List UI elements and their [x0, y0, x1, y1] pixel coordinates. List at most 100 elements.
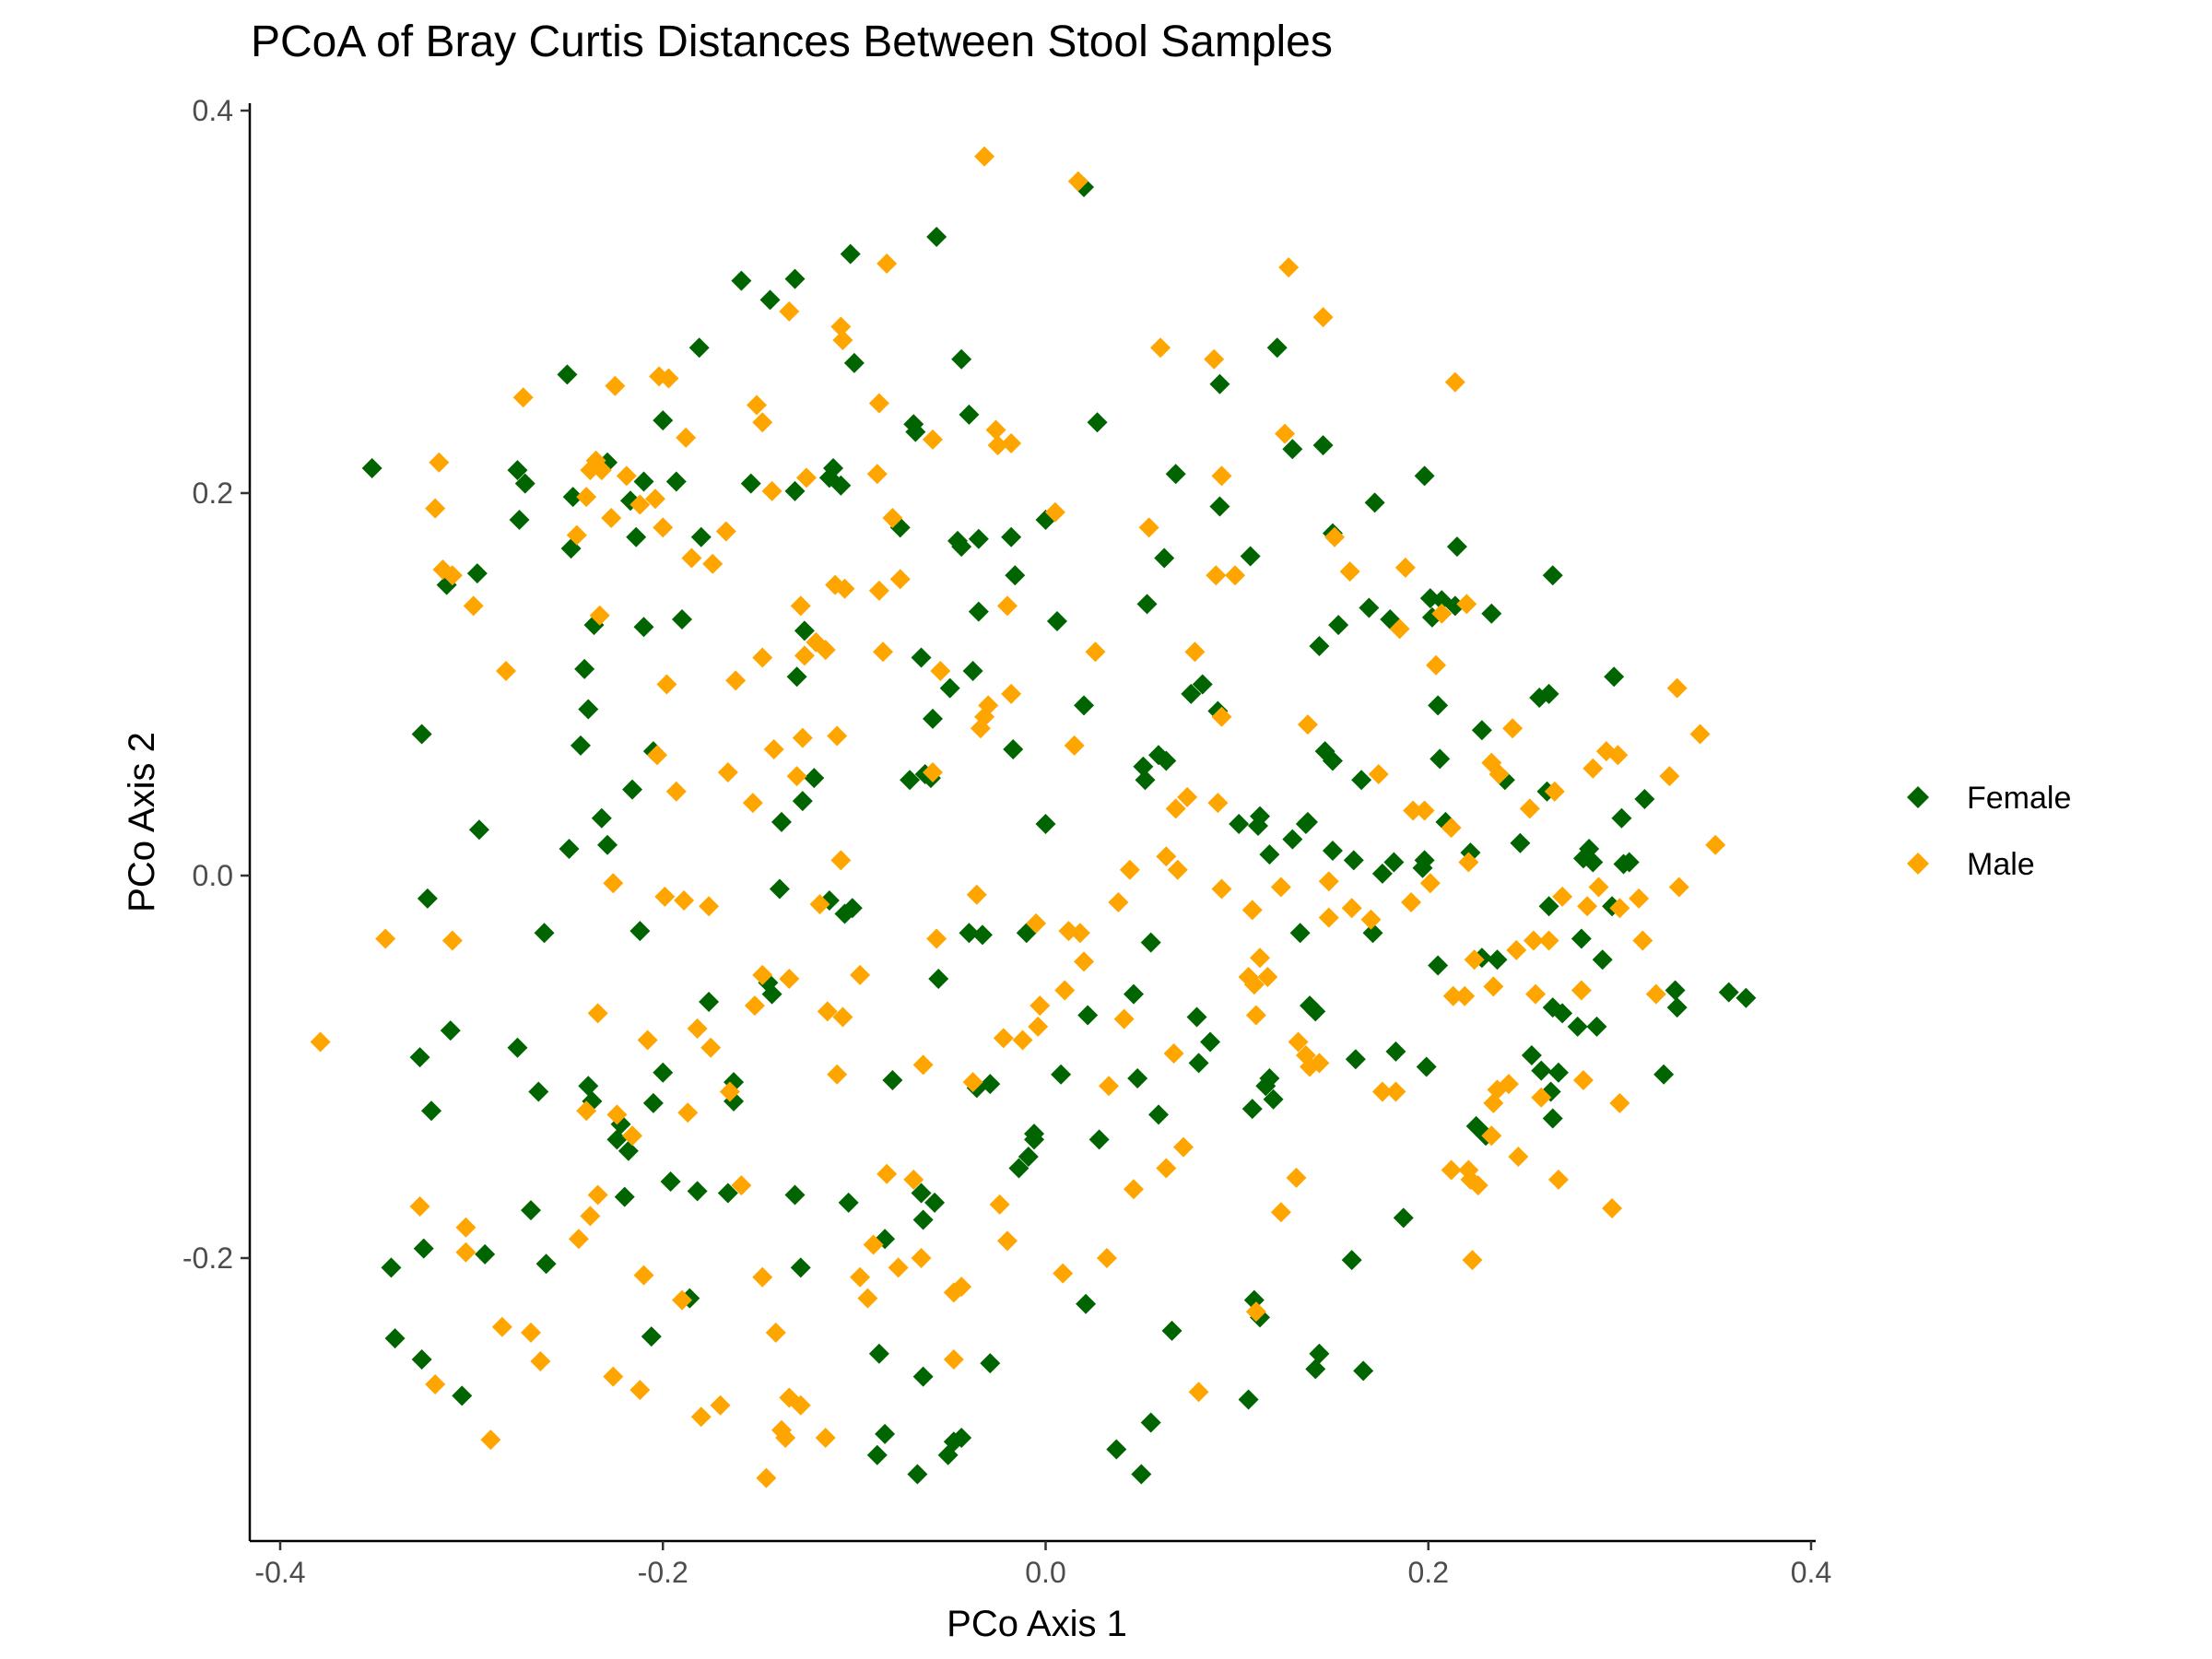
data-point-female	[1481, 603, 1502, 624]
data-point-female	[520, 1200, 541, 1221]
data-point-female	[823, 458, 844, 479]
data-point-male	[786, 766, 807, 787]
data-point-male	[568, 1229, 589, 1250]
data-point-male	[1001, 433, 1022, 454]
data-point-female	[1133, 756, 1154, 777]
data-point-male	[656, 674, 677, 695]
data-point-male	[790, 595, 811, 617]
data-point-male	[576, 1100, 597, 1122]
data-point-female	[951, 1428, 972, 1449]
data-point-female	[882, 1070, 903, 1091]
data-point-female	[421, 1100, 442, 1122]
data-point-female	[1140, 932, 1161, 953]
data-point-male	[1467, 1175, 1488, 1196]
data-point-male	[1525, 983, 1547, 1005]
data-point-male	[1167, 859, 1188, 880]
data-point-male	[903, 1169, 924, 1190]
data-point-male	[1431, 603, 1453, 624]
data-point-male	[987, 435, 1008, 456]
legend-key-male	[1907, 853, 1929, 875]
data-point-female	[514, 473, 535, 494]
data-point-female	[1666, 997, 1688, 1018]
data-point-male	[725, 670, 747, 691]
data-point-female	[840, 243, 861, 265]
data-point-male	[674, 889, 695, 911]
data-point-female	[1024, 1129, 1045, 1150]
data-point-female	[1359, 597, 1380, 618]
data-point-female	[507, 460, 528, 481]
data-point-male	[719, 1081, 740, 1102]
data-point-male	[815, 640, 836, 661]
data-point-male	[1096, 1248, 1117, 1268]
data-point-male	[681, 547, 702, 569]
data-point-male	[653, 517, 674, 538]
data-point-male	[912, 1054, 934, 1076]
data-point-male	[1300, 1056, 1321, 1077]
data-point-female	[1351, 770, 1372, 791]
data-point-female	[804, 768, 825, 789]
data-point-female	[784, 480, 806, 501]
data-point-female	[411, 724, 432, 745]
data-point-male	[996, 595, 1018, 617]
data-point-male	[633, 1265, 654, 1286]
data-point-male	[1538, 930, 1559, 951]
data-point-female	[361, 458, 382, 479]
data-point-female	[618, 1140, 639, 1161]
data-point-female	[1419, 588, 1441, 609]
data-point-male	[877, 253, 898, 274]
data-point-female	[794, 620, 815, 641]
data-point-female	[926, 226, 947, 247]
data-point-male	[1368, 764, 1389, 785]
data-point-male	[1206, 565, 1227, 586]
data-point-male	[1225, 565, 1246, 586]
data-point-female	[688, 337, 710, 359]
data-point-male	[658, 368, 679, 389]
data-point-female	[1428, 695, 1449, 716]
data-point-male	[827, 1064, 848, 1085]
data-point-female	[574, 658, 595, 679]
data-point-male	[715, 521, 736, 542]
data-point-male	[1441, 818, 1462, 839]
data-point-male	[455, 1217, 477, 1238]
data-point-male	[1607, 745, 1629, 766]
data-point-female	[578, 1076, 599, 1097]
data-point-female	[1247, 816, 1268, 837]
data-point-male	[1602, 1198, 1623, 1219]
data-point-female	[384, 1328, 406, 1349]
data-point-male	[1506, 939, 1527, 960]
data-point-male	[1257, 966, 1278, 987]
y-tick-label: 0.4	[193, 94, 233, 127]
data-point-male	[873, 641, 894, 663]
data-point-male	[1012, 1030, 1033, 1051]
legend: Female Male	[1907, 781, 2071, 882]
chart-title: PCoA of Bray Curtis Distances Between St…	[251, 18, 1333, 66]
data-point-male	[779, 300, 800, 322]
data-point-male	[717, 761, 738, 782]
data-point-male	[1689, 724, 1711, 745]
data-point-male	[644, 488, 665, 510]
data-point-male	[752, 647, 773, 668]
data-point-female	[1718, 982, 1739, 1003]
data-point-female	[959, 923, 980, 944]
data-point-female	[653, 1062, 674, 1083]
data-point-male	[1442, 985, 1464, 1006]
data-point-male	[1286, 1167, 1307, 1188]
data-point-male	[1172, 1136, 1194, 1158]
data-point-female	[557, 364, 578, 385]
data-point-female	[790, 1257, 811, 1278]
data-point-male	[926, 928, 947, 949]
data-point-female	[928, 969, 949, 990]
data-point-male	[1165, 798, 1186, 819]
data-point-male	[993, 1028, 1014, 1049]
y-tick-label: 0.0	[193, 859, 233, 892]
data-point-female	[1538, 896, 1559, 917]
data-point-female	[1124, 983, 1145, 1005]
data-point-female	[1200, 1031, 1221, 1053]
data-point-male	[1211, 878, 1232, 900]
data-point-female	[687, 1181, 708, 1202]
data-point-male	[1531, 1087, 1552, 1108]
data-point-male	[1444, 371, 1465, 393]
data-point-female	[1309, 636, 1330, 656]
data-point-male	[832, 330, 853, 350]
